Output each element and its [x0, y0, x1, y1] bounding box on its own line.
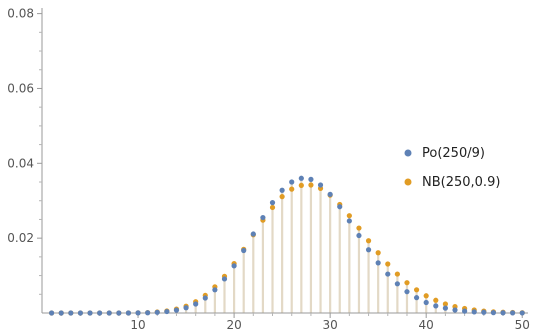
x-tick-label: 20 [226, 318, 241, 331]
point-po-250-9 [519, 310, 525, 316]
point-po-250-9 [77, 310, 84, 316]
point-po-250-9 [183, 305, 189, 311]
y-tick-label: 0.04 [7, 156, 34, 170]
y-tick-label: 0.02 [7, 231, 34, 245]
point-po-250-9 [423, 299, 429, 306]
point-po-250-9 [462, 308, 468, 314]
point-po-250-9 [202, 295, 208, 301]
point-nb-250-0-9 [404, 280, 410, 286]
point-po-250-9 [490, 310, 497, 316]
point-po-250-9 [327, 191, 333, 197]
point-po-250-9 [365, 247, 372, 253]
point-po-250-9 [337, 204, 343, 210]
point-po-250-9 [394, 281, 400, 287]
point-po-250-9 [250, 231, 256, 237]
axes: 10 20 30 40 50 0.02 0.04 0.06 0.08 [7, 7, 530, 331]
point-po-250-9 [298, 175, 304, 181]
y-tick-label: 0.08 [7, 7, 34, 21]
legend-label-nb-250-0-9: NB(250,0.9) [422, 175, 500, 190]
data-points [49, 175, 525, 316]
point-nb-250-0-9 [269, 204, 276, 211]
point-po-250-9 [356, 232, 362, 239]
point-po-250-9 [58, 310, 64, 316]
point-po-250-9 [135, 310, 141, 316]
point-nb-250-0-9 [279, 194, 285, 200]
point-po-250-9 [452, 307, 458, 313]
point-nb-250-0-9 [289, 186, 295, 192]
point-po-250-9 [404, 289, 410, 295]
point-po-250-9 [269, 200, 276, 206]
point-po-250-9 [193, 301, 199, 307]
point-po-250-9 [221, 276, 228, 282]
legend-marker-po-250-9 [404, 149, 412, 157]
legend: Po(250/9) NB(250,0.9) [404, 146, 500, 190]
point-po-250-9 [442, 305, 448, 311]
point-nb-250-0-9 [385, 261, 391, 267]
legend-marker-nb-250-0-9 [404, 178, 412, 186]
point-po-250-9 [413, 295, 420, 301]
point-nb-250-0-9 [346, 213, 352, 219]
point-po-250-9 [154, 309, 160, 315]
point-po-250-9 [346, 218, 352, 224]
point-po-250-9 [87, 310, 93, 316]
point-nb-250-0-9 [375, 250, 381, 256]
point-po-250-9 [145, 310, 151, 316]
point-po-250-9 [375, 260, 381, 266]
point-po-250-9 [260, 214, 266, 221]
point-po-250-9 [231, 263, 237, 269]
stems [136, 178, 524, 313]
point-po-250-9 [212, 287, 218, 293]
point-po-250-9 [106, 310, 112, 316]
point-nb-250-0-9 [356, 225, 362, 231]
point-po-250-9 [433, 303, 439, 309]
point-po-250-9 [125, 310, 132, 316]
x-tick-label: 10 [130, 318, 145, 331]
point-po-250-9 [116, 310, 122, 316]
point-nb-250-0-9 [298, 182, 304, 188]
point-po-250-9 [173, 307, 180, 313]
legend-label-po-250-9: Po(250/9) [422, 146, 485, 161]
point-po-250-9 [385, 271, 391, 277]
point-po-250-9 [317, 182, 324, 188]
point-nb-250-0-9 [394, 271, 400, 277]
point-nb-250-0-9 [433, 297, 439, 303]
x-tick-label: 30 [323, 318, 338, 331]
point-nb-250-0-9 [365, 238, 372, 244]
point-po-250-9 [308, 176, 314, 182]
point-po-250-9 [500, 310, 506, 316]
point-po-250-9 [471, 309, 477, 315]
point-po-250-9 [481, 309, 487, 315]
x-tick-label: 40 [419, 318, 434, 331]
x-tick-label: 50 [515, 318, 530, 331]
point-po-250-9 [164, 308, 170, 315]
point-po-250-9 [510, 310, 516, 316]
point-po-250-9 [97, 310, 103, 316]
y-tick-label: 0.06 [7, 81, 34, 95]
point-po-250-9 [279, 187, 285, 193]
point-nb-250-0-9 [442, 301, 448, 307]
point-po-250-9 [241, 247, 247, 254]
point-po-250-9 [49, 310, 55, 316]
point-nb-250-0-9 [423, 293, 429, 299]
point-po-250-9 [289, 179, 295, 185]
point-nb-250-0-9 [413, 287, 420, 293]
point-po-250-9 [68, 310, 74, 316]
point-nb-250-0-9 [308, 182, 314, 188]
